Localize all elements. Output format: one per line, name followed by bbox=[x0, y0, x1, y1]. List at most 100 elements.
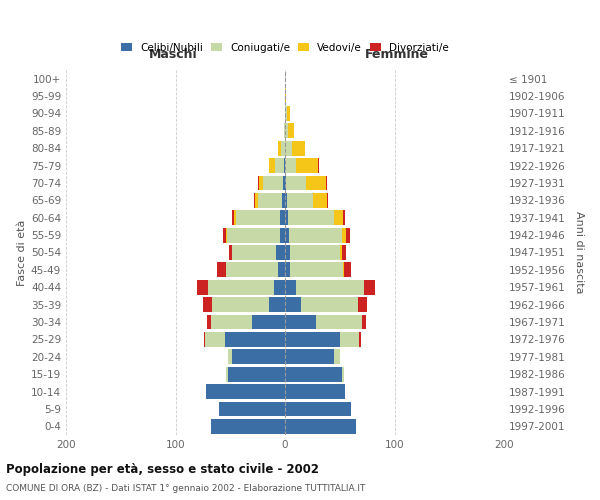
Bar bbox=[346, 228, 350, 242]
Bar bbox=[283, 176, 285, 190]
Bar bbox=[313, 193, 326, 208]
Bar bbox=[285, 228, 289, 242]
Bar bbox=[257, 176, 259, 190]
Bar bbox=[285, 141, 292, 156]
Bar bbox=[263, 176, 283, 190]
Bar bbox=[197, 280, 208, 294]
Bar bbox=[285, 245, 290, 260]
Bar bbox=[207, 314, 211, 330]
Bar bbox=[301, 298, 358, 312]
Bar bbox=[278, 262, 285, 278]
Bar bbox=[284, 124, 285, 138]
Bar bbox=[285, 280, 296, 294]
Bar bbox=[276, 245, 285, 260]
Bar bbox=[362, 314, 366, 330]
Text: COMUNE DI ORA (BZ) - Dati ISTAT 1° gennaio 2002 - Elaborazione TUTTITALIA.IT: COMUNE DI ORA (BZ) - Dati ISTAT 1° genna… bbox=[6, 484, 365, 493]
Bar bbox=[340, 332, 359, 347]
Bar bbox=[269, 298, 285, 312]
Bar bbox=[318, 158, 319, 173]
Bar bbox=[288, 124, 294, 138]
Bar bbox=[285, 210, 288, 225]
Bar bbox=[287, 106, 290, 121]
Bar bbox=[205, 332, 225, 347]
Bar bbox=[252, 314, 285, 330]
Bar bbox=[288, 210, 334, 225]
Bar bbox=[343, 262, 344, 278]
Bar bbox=[257, 193, 282, 208]
Bar bbox=[225, 332, 285, 347]
Bar bbox=[342, 228, 346, 242]
Bar bbox=[287, 193, 313, 208]
Bar bbox=[326, 193, 328, 208]
Bar bbox=[285, 262, 290, 278]
Bar bbox=[343, 210, 345, 225]
Bar bbox=[334, 210, 343, 225]
Bar bbox=[334, 350, 340, 364]
Bar bbox=[232, 350, 285, 364]
Bar bbox=[278, 141, 281, 156]
Bar bbox=[359, 332, 361, 347]
Bar bbox=[285, 367, 342, 382]
Bar bbox=[211, 314, 252, 330]
Text: Popolazione per età, sesso e stato civile - 2002: Popolazione per età, sesso e stato civil… bbox=[6, 462, 319, 475]
Bar bbox=[285, 124, 288, 138]
Bar bbox=[203, 298, 212, 312]
Bar bbox=[228, 367, 285, 382]
Bar bbox=[281, 141, 285, 156]
Bar bbox=[285, 419, 356, 434]
Bar bbox=[204, 332, 205, 347]
Bar bbox=[280, 210, 285, 225]
Bar bbox=[228, 350, 232, 364]
Bar bbox=[285, 332, 340, 347]
Bar bbox=[285, 88, 286, 104]
Bar bbox=[259, 176, 263, 190]
Bar bbox=[254, 193, 256, 208]
Bar bbox=[285, 314, 316, 330]
Bar bbox=[344, 262, 350, 278]
Bar bbox=[285, 158, 296, 173]
Bar bbox=[285, 298, 301, 312]
Bar bbox=[296, 158, 318, 173]
Y-axis label: Fasce di età: Fasce di età bbox=[17, 220, 27, 286]
Bar bbox=[292, 141, 305, 156]
Bar bbox=[316, 314, 362, 330]
Bar bbox=[220, 402, 285, 416]
Bar bbox=[223, 228, 226, 242]
Bar bbox=[226, 228, 227, 242]
Bar bbox=[236, 210, 280, 225]
Bar bbox=[358, 298, 367, 312]
Bar bbox=[211, 419, 285, 434]
Bar bbox=[285, 350, 334, 364]
Bar bbox=[364, 280, 375, 294]
Text: Femmine: Femmine bbox=[365, 48, 428, 61]
Bar bbox=[229, 245, 232, 260]
Bar bbox=[285, 193, 287, 208]
Bar bbox=[226, 262, 278, 278]
Legend: Celibi/Nubili, Coniugati/e, Vedovi/e, Divorziati/e: Celibi/Nubili, Coniugati/e, Vedovi/e, Di… bbox=[117, 38, 453, 57]
Bar bbox=[274, 280, 285, 294]
Bar bbox=[280, 228, 285, 242]
Bar bbox=[285, 176, 286, 190]
Bar bbox=[217, 262, 226, 278]
Bar bbox=[282, 193, 285, 208]
Bar bbox=[208, 280, 274, 294]
Bar bbox=[285, 384, 345, 399]
Bar bbox=[269, 158, 275, 173]
Bar bbox=[285, 402, 350, 416]
Bar bbox=[342, 245, 346, 260]
Bar bbox=[284, 158, 285, 173]
Bar bbox=[232, 210, 233, 225]
Bar bbox=[227, 228, 280, 242]
Bar bbox=[233, 210, 236, 225]
Bar bbox=[256, 193, 257, 208]
Bar bbox=[340, 245, 342, 260]
Bar bbox=[212, 298, 269, 312]
Bar bbox=[289, 228, 342, 242]
Bar bbox=[232, 245, 276, 260]
Bar bbox=[306, 176, 326, 190]
Bar bbox=[296, 280, 364, 294]
Text: Maschi: Maschi bbox=[149, 48, 197, 61]
Bar bbox=[342, 367, 344, 382]
Bar bbox=[275, 158, 284, 173]
Bar bbox=[226, 367, 228, 382]
